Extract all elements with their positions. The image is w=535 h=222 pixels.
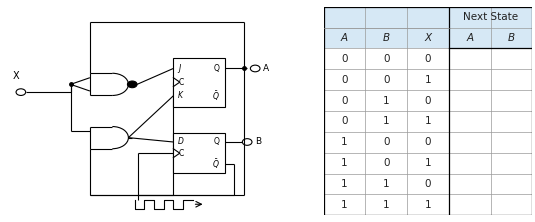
Bar bbox=[449, 132, 491, 153]
Text: 1: 1 bbox=[341, 179, 348, 189]
Text: 1: 1 bbox=[341, 137, 348, 147]
Text: B: B bbox=[508, 33, 515, 43]
Bar bbox=[324, 111, 365, 132]
Bar bbox=[449, 153, 491, 174]
Bar bbox=[407, 69, 449, 90]
Bar bbox=[324, 90, 365, 111]
Text: 0: 0 bbox=[425, 95, 431, 106]
Bar bbox=[324, 153, 365, 174]
Bar bbox=[491, 174, 532, 194]
Text: D: D bbox=[178, 137, 184, 147]
Text: 0: 0 bbox=[425, 137, 431, 147]
Bar bbox=[449, 90, 491, 111]
Text: A: A bbox=[466, 33, 473, 43]
Text: B: B bbox=[255, 137, 261, 147]
Bar bbox=[449, 48, 491, 69]
Bar bbox=[365, 7, 407, 28]
Text: Next State: Next State bbox=[463, 12, 518, 22]
Text: K: K bbox=[178, 91, 183, 100]
Bar bbox=[449, 174, 491, 194]
Text: 1: 1 bbox=[383, 200, 389, 210]
Text: 1: 1 bbox=[425, 116, 431, 127]
Text: A: A bbox=[341, 33, 348, 43]
Bar bbox=[491, 48, 532, 69]
Bar bbox=[407, 7, 449, 28]
Bar bbox=[324, 132, 365, 153]
Bar bbox=[365, 48, 407, 69]
Text: 0: 0 bbox=[383, 75, 389, 85]
Bar bbox=[365, 132, 407, 153]
Bar bbox=[449, 111, 491, 132]
Text: 0: 0 bbox=[383, 137, 389, 147]
Bar bbox=[365, 111, 407, 132]
Bar bbox=[407, 174, 449, 194]
Text: B: B bbox=[383, 33, 390, 43]
Text: 0: 0 bbox=[341, 54, 348, 64]
Bar bbox=[324, 194, 365, 215]
Bar bbox=[407, 153, 449, 174]
Text: C: C bbox=[178, 78, 184, 87]
Bar bbox=[365, 69, 407, 90]
Text: Q: Q bbox=[214, 137, 220, 147]
Text: 0: 0 bbox=[425, 54, 431, 64]
Text: X: X bbox=[13, 71, 19, 81]
Bar bbox=[491, 7, 532, 28]
Bar bbox=[365, 153, 407, 174]
Text: A: A bbox=[263, 64, 269, 73]
Text: 1: 1 bbox=[383, 95, 389, 106]
Bar bbox=[491, 132, 532, 153]
Bar bbox=[365, 174, 407, 194]
Text: 1: 1 bbox=[383, 116, 389, 127]
Text: 1: 1 bbox=[425, 200, 431, 210]
Text: $\bar{Q}$: $\bar{Q}$ bbox=[212, 158, 220, 171]
Text: 1: 1 bbox=[341, 158, 348, 168]
Text: 0: 0 bbox=[341, 75, 348, 85]
Bar bbox=[491, 194, 532, 215]
Bar bbox=[324, 174, 365, 194]
Bar bbox=[365, 28, 407, 48]
Text: $\bar{Q}$: $\bar{Q}$ bbox=[212, 89, 220, 103]
Text: J: J bbox=[178, 64, 180, 73]
Text: 1: 1 bbox=[425, 75, 431, 85]
Bar bbox=[173, 133, 225, 173]
Text: 1: 1 bbox=[341, 200, 348, 210]
Text: 0: 0 bbox=[383, 54, 389, 64]
Bar bbox=[407, 48, 449, 69]
Bar bbox=[324, 48, 365, 69]
Bar bbox=[491, 69, 532, 90]
Text: 0: 0 bbox=[383, 158, 389, 168]
Bar bbox=[365, 90, 407, 111]
Text: 0: 0 bbox=[341, 116, 348, 127]
Bar bbox=[407, 111, 449, 132]
Circle shape bbox=[127, 81, 137, 88]
Bar bbox=[491, 28, 532, 48]
Bar bbox=[449, 69, 491, 90]
Text: C: C bbox=[178, 149, 184, 158]
Text: 0: 0 bbox=[425, 179, 431, 189]
Bar bbox=[449, 28, 491, 48]
Text: 1: 1 bbox=[425, 158, 431, 168]
Bar bbox=[407, 132, 449, 153]
Bar bbox=[173, 58, 225, 107]
Bar bbox=[491, 90, 532, 111]
Bar bbox=[491, 153, 532, 174]
Bar bbox=[324, 69, 365, 90]
Bar bbox=[449, 194, 491, 215]
Text: 1: 1 bbox=[383, 179, 389, 189]
Bar bbox=[491, 111, 532, 132]
Text: 0: 0 bbox=[341, 95, 348, 106]
Bar bbox=[365, 194, 407, 215]
Bar bbox=[324, 7, 365, 28]
Text: X: X bbox=[424, 33, 432, 43]
Bar bbox=[407, 90, 449, 111]
Bar bbox=[407, 28, 449, 48]
Bar bbox=[324, 28, 365, 48]
Bar bbox=[407, 194, 449, 215]
Bar bbox=[449, 7, 491, 28]
Text: Q: Q bbox=[214, 64, 220, 73]
